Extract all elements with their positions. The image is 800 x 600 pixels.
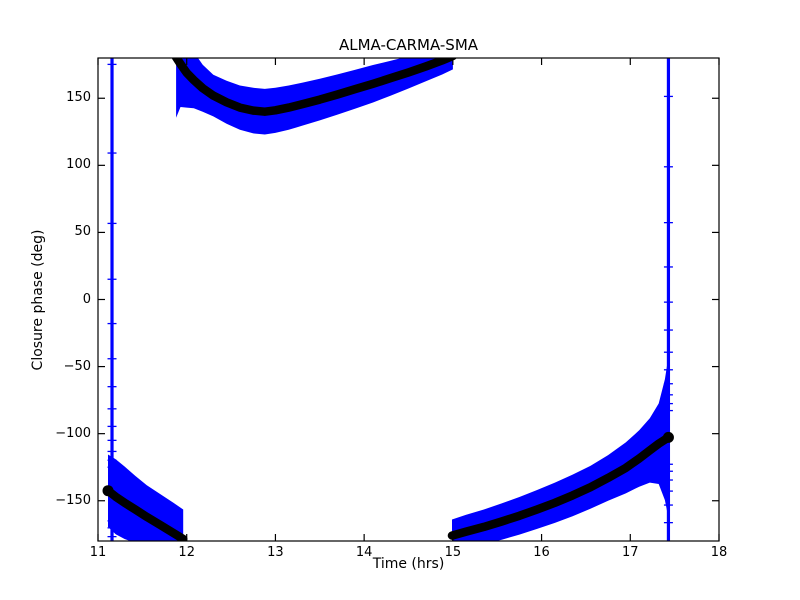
y-tick-label: 100	[66, 157, 91, 173]
x-tick-label: 18	[710, 545, 728, 560]
y-tick-label: 150	[66, 90, 91, 106]
data-point-marker	[102, 485, 114, 497]
x-tick-label: 11	[89, 545, 107, 560]
x-tick-label: 15	[444, 545, 462, 560]
y-tick-label: 0	[82, 291, 91, 307]
model-curve-lower-left-branch	[103, 486, 188, 541]
y-tick-label: 50	[74, 224, 91, 240]
y-tick-label: −50	[63, 358, 91, 374]
y-tick-label: −100	[55, 425, 91, 441]
x-tick-label: 13	[267, 545, 284, 560]
error-band-lower-right-branch	[452, 356, 669, 541]
y-tick-label: −150	[55, 492, 91, 508]
model-curve-upper-wrapped-branch	[171, 58, 457, 116]
x-tick-label: 12	[178, 545, 195, 560]
chart-title: ALMA-CARMA-SMA	[338, 36, 479, 54]
model-curve-lower-right-branch	[447, 433, 673, 540]
x-tick-label: 14	[355, 545, 373, 560]
x-tick-label: 16	[533, 545, 550, 560]
data-point-marker	[662, 431, 674, 443]
x-axis-label: Time (hrs)	[372, 556, 445, 572]
x-tick-label: 17	[622, 545, 639, 560]
error-band-lower-left-branch	[108, 454, 184, 541]
